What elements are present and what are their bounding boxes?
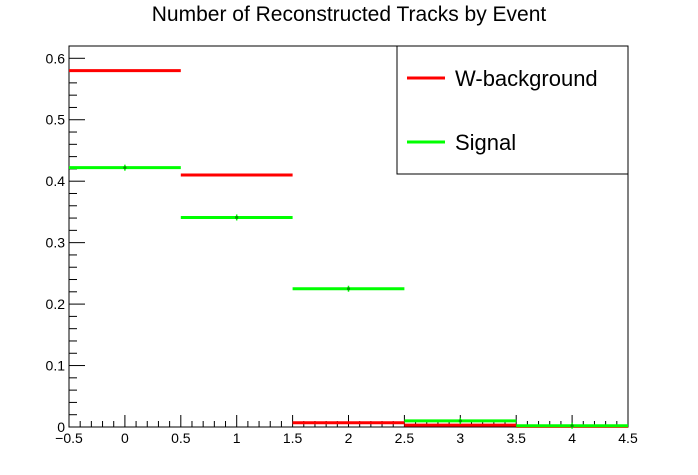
y-tick-label: 0.3 [46,235,66,251]
y-tick-label: 0.1 [46,358,66,374]
data-point [570,424,574,428]
chart-title: Number of Reconstructed Tracks by Event [151,3,547,26]
x-tick-label: −0.5 [55,430,83,446]
y-tick-label: 0.6 [46,50,66,66]
data-point [123,166,127,170]
x-tick-label: 4.5 [618,430,638,446]
x-tick-label: 2 [345,430,353,446]
data-point [458,419,462,423]
x-tick-label: 1 [233,430,241,446]
x-tick-label: 4 [568,430,576,446]
x-tick-label: 3 [456,430,464,446]
legend-label: W-background [455,66,598,91]
legend-box [396,45,629,175]
data-point [346,287,351,291]
x-tick-label: 1.5 [283,430,303,446]
y-tick-label: 0.4 [46,173,66,189]
y-tick-label: 0.5 [46,112,66,128]
y-tick-label: 0.2 [46,296,66,312]
x-tick-label: 0.5 [171,430,191,446]
x-tick-label: 2.5 [395,430,415,446]
x-tick-label: 3.5 [506,430,526,446]
y-tick-label: 0 [57,419,65,435]
legend-label: Signal [455,130,516,155]
x-tick-label: 0 [121,430,129,446]
series-signal [69,164,628,429]
data-point [235,215,239,220]
